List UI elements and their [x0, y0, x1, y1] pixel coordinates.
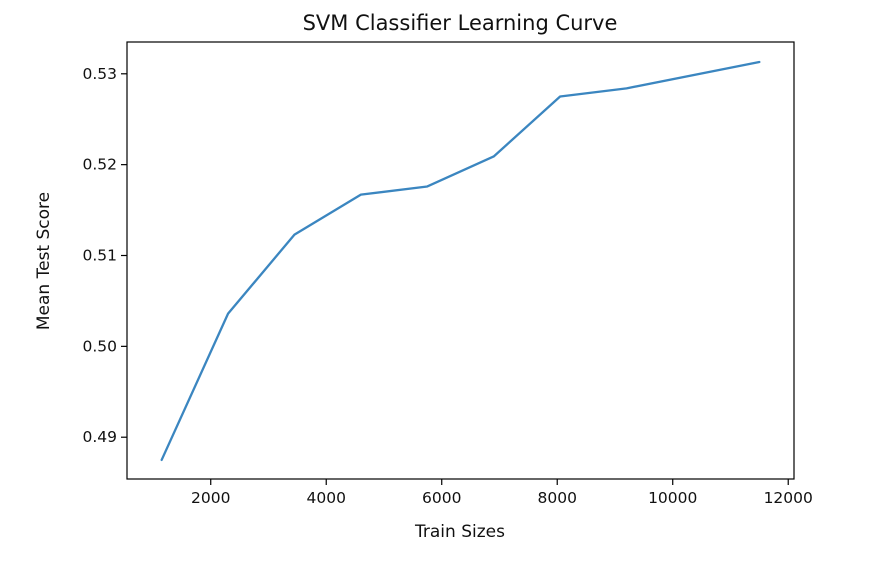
x-axis: 2000 4000 6000 8000 10000 12000 — [191, 479, 813, 507]
data-point — [625, 86, 629, 90]
x-tick-label: 6000 — [422, 489, 461, 507]
y-tick-label: 0.52 — [82, 156, 117, 174]
y-tick-label: 0.50 — [82, 337, 117, 355]
data-point — [757, 60, 761, 64]
series-layer — [160, 60, 761, 462]
data-point — [492, 154, 496, 158]
x-tick-label: 12000 — [764, 489, 813, 507]
y-axis: 0.49 0.50 0.51 0.52 0.53 — [82, 65, 127, 446]
y-axis-label: Mean Test Score — [34, 192, 54, 330]
data-point — [558, 95, 562, 99]
axes-frame — [126, 41, 795, 480]
series-line — [160, 60, 761, 462]
x-tick-label: 4000 — [307, 489, 346, 507]
x-tick-label: 8000 — [538, 489, 577, 507]
x-axis-label: Train Sizes — [414, 522, 505, 542]
data-point — [292, 233, 296, 237]
data-point — [226, 312, 230, 316]
y-tick-label: 0.53 — [82, 65, 117, 83]
x-tick-label: 2000 — [191, 489, 230, 507]
y-tick-label: 0.49 — [82, 428, 117, 446]
y-tick-label: 0.51 — [82, 247, 117, 265]
data-point — [160, 458, 164, 462]
x-tick-label: 10000 — [648, 489, 697, 507]
data-point — [359, 193, 363, 197]
plot-area — [126, 41, 795, 480]
chart-title: SVM Classifier Learning Curve — [303, 11, 618, 35]
data-point — [425, 184, 429, 188]
